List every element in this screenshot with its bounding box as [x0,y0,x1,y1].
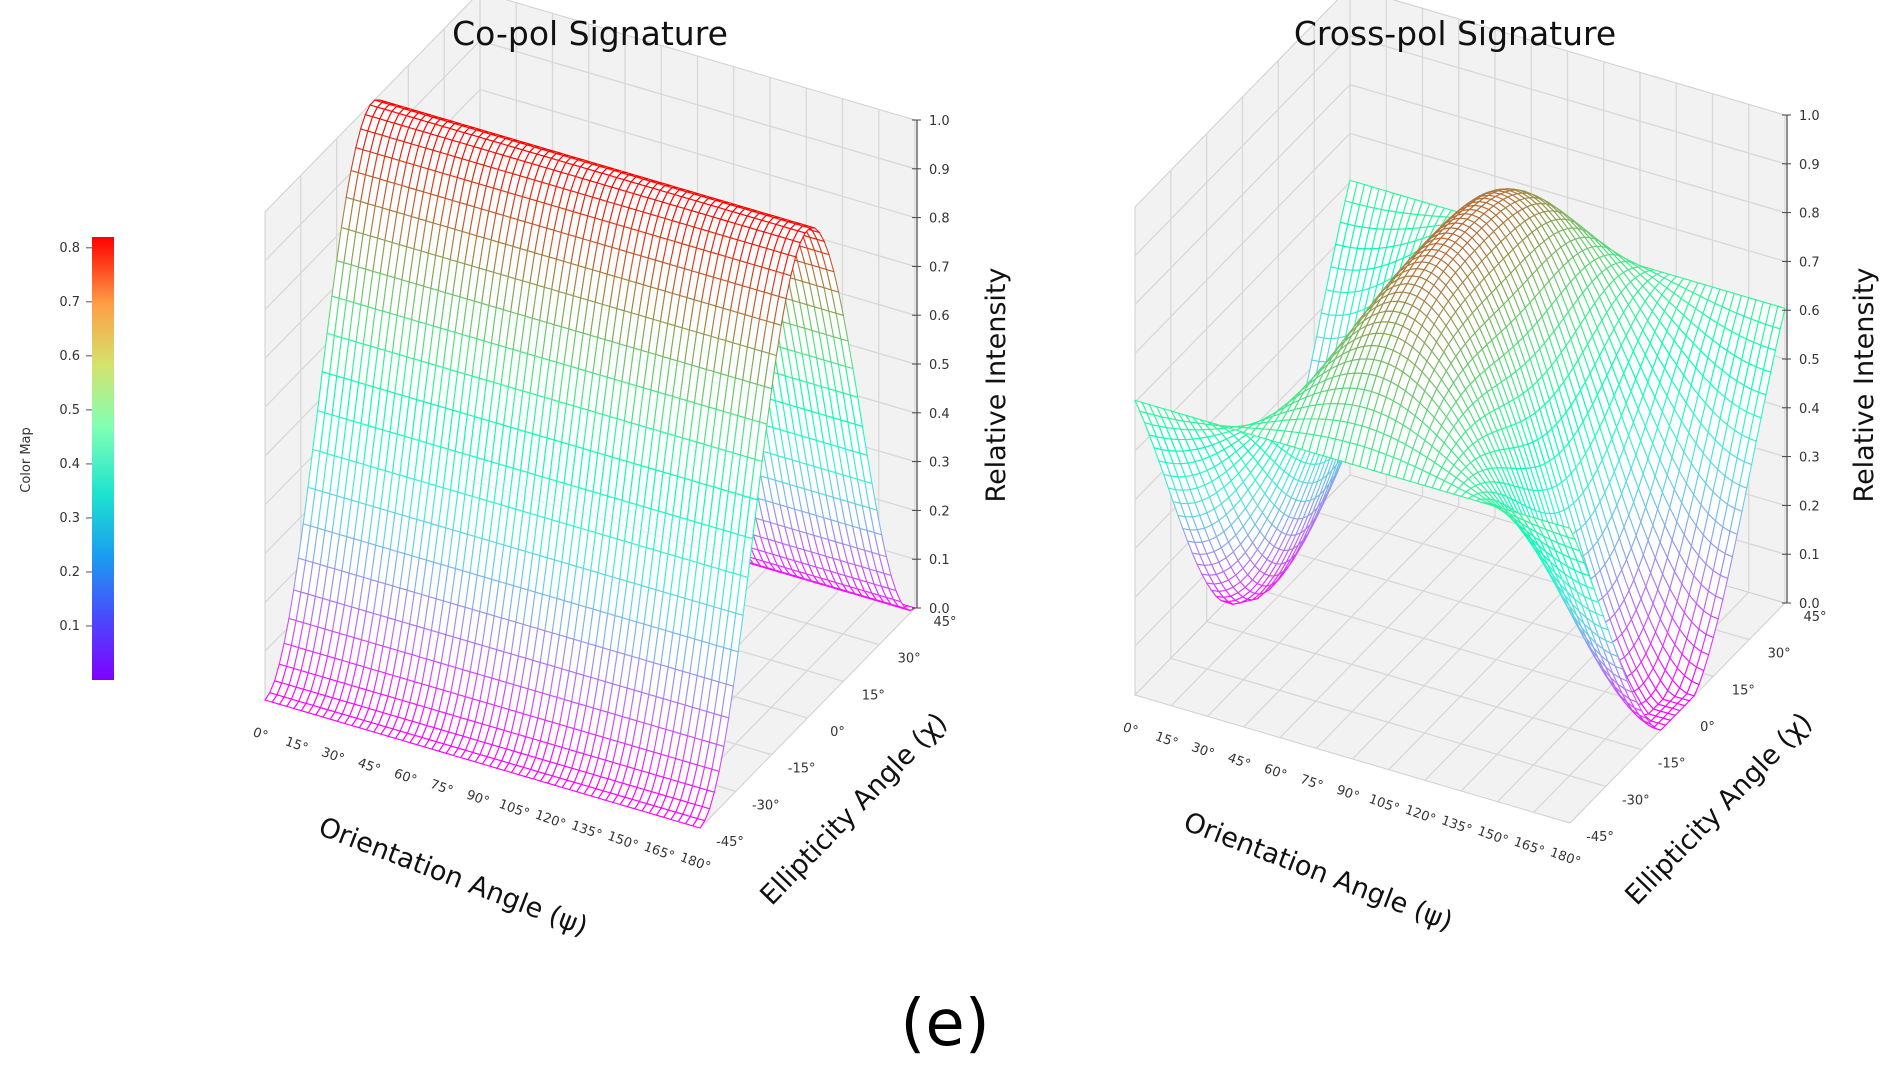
x-tick-label: 90° [464,788,491,810]
x-tick-label: 75° [428,777,455,799]
x-tick-label: 30° [319,745,346,767]
y-tick-label: -15° [788,762,816,777]
z-tick-label: 0.9 [929,163,950,178]
colorbar-label: Color Map [19,427,34,493]
grid-line [264,40,916,262]
y-tick-label: 0° [830,725,845,740]
x-tick-label: 15° [283,734,310,756]
co-pol-xlabel: Orientation Angle (ψ) [314,811,591,942]
colorbar-tick-label: 0.1 [59,619,80,634]
cross-pol-surface [1134,179,1786,731]
y-tick-label: 45° [933,615,956,630]
z-tick-label: 0.5 [929,358,950,373]
z-tick-label: 0.3 [929,456,950,471]
z-tick-label: 0.1 [929,553,950,568]
colorbar-ticks: 0.1 0.2 0.3 0.4 0.5 0.6 0.7 0.8 [59,241,92,634]
z-tick-label: 0.8 [929,212,950,227]
x-tick-label: 150° [605,829,640,854]
cross-pol-panel: 0° 15° 30° 45° 60° 75° 90° 105° 120° 135° 150° 165°… [1121,0,1880,938]
x-tick-label: 135° [569,818,604,843]
colorbar-tick-label: 0.5 [59,403,80,418]
colorbar-tick-label: 0.3 [59,511,80,526]
colorbar-tick-label: 0.4 [59,457,80,472]
z-tick-label: 0.0 [929,602,950,617]
co-pol-panel: 0° 15° 30° 45° 60° 75° 90° 105° 120° 135° 150° 165°… [251,0,1012,943]
grid-line [1134,35,1786,257]
z-tick-label: 0.7 [929,260,950,275]
y-tick-label: 15° [862,688,885,703]
colorbar-tick-label: 0.6 [59,349,80,364]
co-pol-title: Co-pol Signature [452,14,728,53]
co-pol-zlabel: Relative Intensity [981,267,1012,502]
x-tick-label: 120° [533,808,568,833]
y-tick-label: -45° [716,835,744,850]
colorbar: 0.1 0.2 0.3 0.4 0.5 0.6 0.7 0.8 Color Map [19,237,114,680]
grid-line [1134,83,1786,306]
grid-line [264,88,916,311]
colorbar-tick-label: 0.2 [59,565,80,580]
z-tick-label: 0.4 [929,407,950,422]
z-tick-label: 0.2 [929,504,950,519]
grid-line [1134,132,1786,354]
x-tick-label: 165° [642,840,677,865]
x-tick-label: 0° [251,725,270,744]
colorbar-tick-label: 0.8 [59,241,80,256]
grid-line [1206,621,1642,751]
x-tick-label: 45° [356,756,383,778]
y-tick-label: 30° [898,652,921,667]
z-tick-label: 0.6 [929,309,950,324]
z-tick-label: 1.0 [929,114,950,129]
surface-cell [691,817,706,829]
co-pol-surface [264,99,917,829]
grid-line [1170,657,1607,787]
colorbar-gradient [92,237,114,680]
x-tick-label: 60° [392,766,419,788]
x-tick-label: 105° [497,797,532,822]
grid-line [1242,584,1678,714]
x-tick-label: 180° [678,850,713,875]
y-tick-label: -30° [752,798,780,813]
colorbar-tick-label: 0.7 [59,295,80,310]
